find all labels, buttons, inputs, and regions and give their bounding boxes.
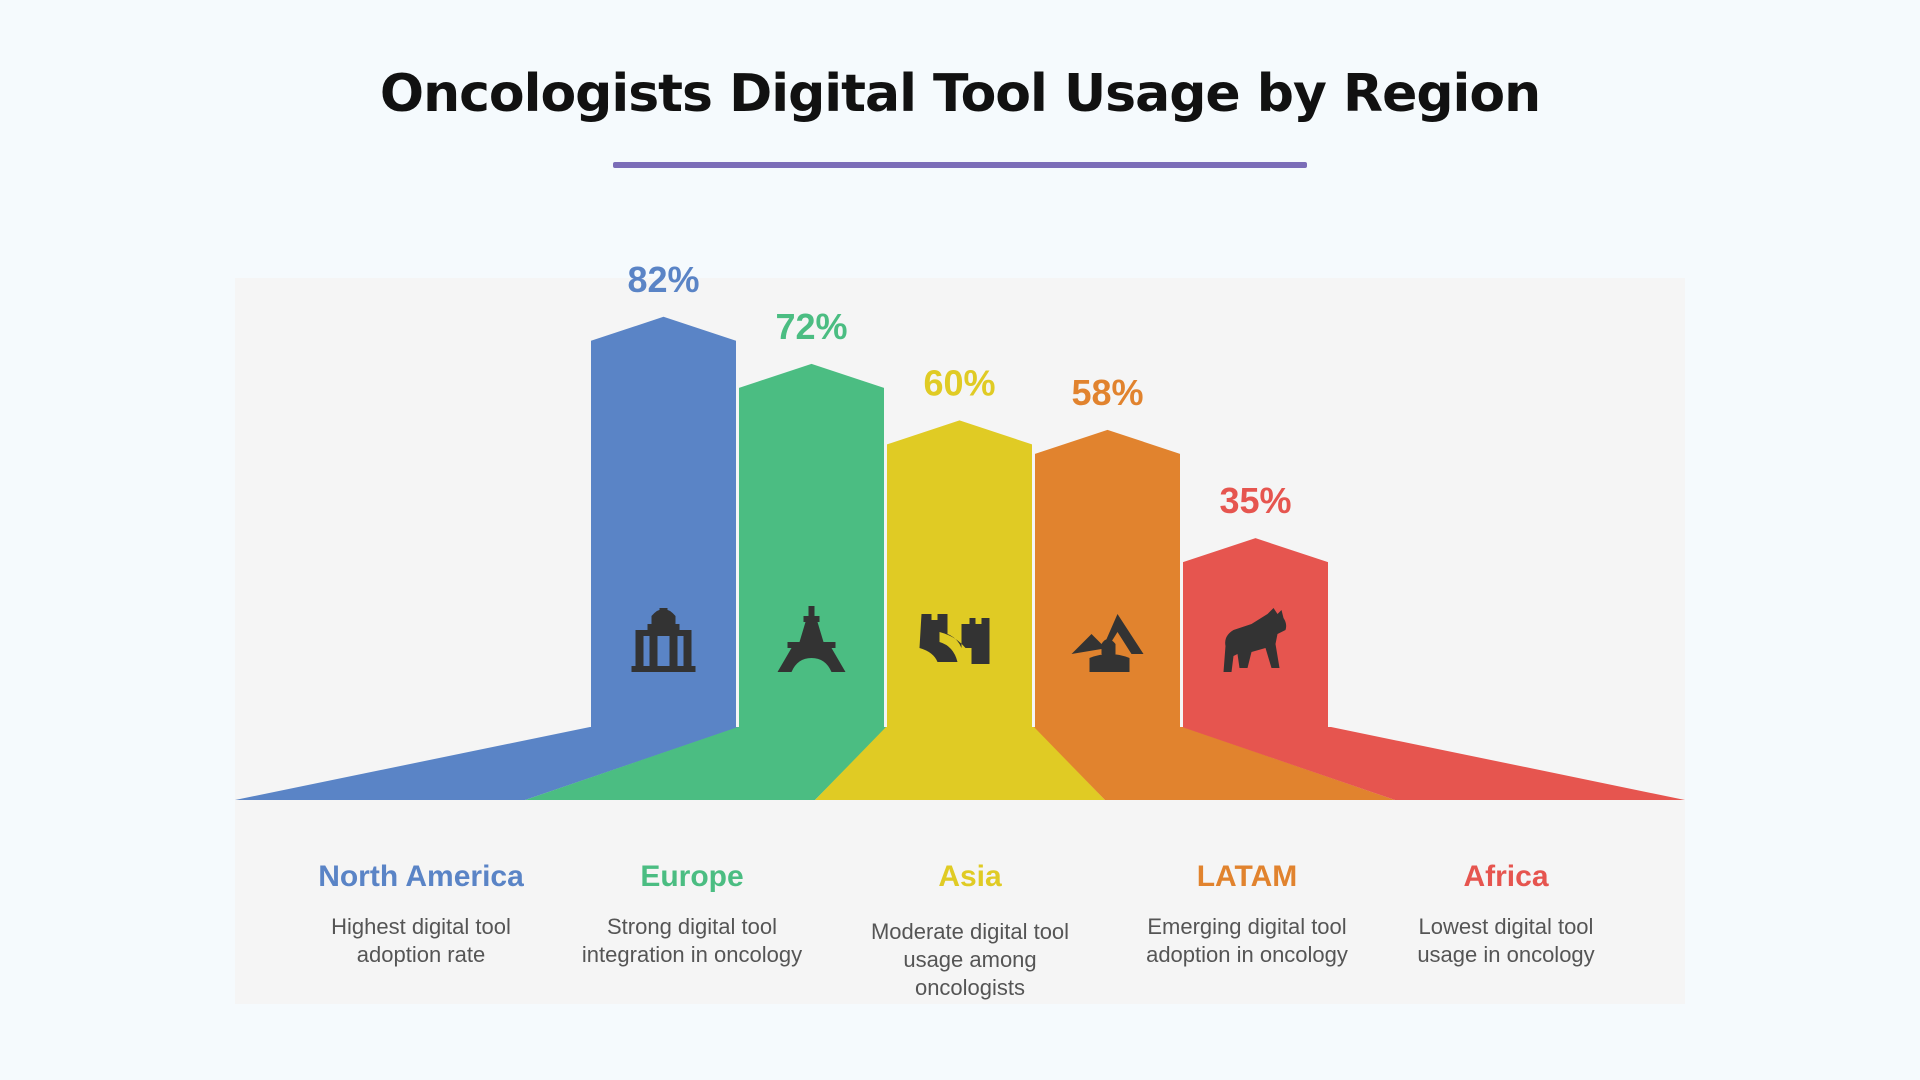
great-wall-icon <box>919 614 990 664</box>
category-description: Lowest digital tool <box>1419 914 1594 939</box>
icon-shape <box>1223 608 1287 672</box>
bar <box>591 316 736 727</box>
chart-title: Oncologists Digital Tool Usage by Region <box>379 64 1541 124</box>
icon-shape <box>919 614 990 664</box>
fan-segment <box>1034 727 1395 800</box>
icon-shape <box>631 608 696 672</box>
category-description: oncologists <box>915 975 1025 1000</box>
hyena-icon <box>1223 608 1287 672</box>
data-label: 60% <box>923 362 995 403</box>
title-underline <box>613 162 1307 168</box>
data-label: 72% <box>775 306 847 347</box>
category-description: integration in oncology <box>582 942 802 967</box>
fan-floor-group <box>235 727 1685 800</box>
fan-segment <box>525 727 887 800</box>
data-label: 35% <box>1219 480 1291 521</box>
bar <box>739 363 884 727</box>
category-label: North America <box>318 860 524 893</box>
category-description: adoption rate <box>357 942 485 967</box>
category-description: Strong digital tool <box>607 914 777 939</box>
data-label: 58% <box>1071 372 1143 413</box>
category-description: Moderate digital tool <box>871 919 1069 944</box>
category-label: Europe <box>640 860 743 893</box>
category-description: Emerging digital tool <box>1147 914 1346 939</box>
bars-group <box>591 316 1328 727</box>
capitol-building-icon <box>631 608 696 672</box>
eiffel-tower-icon <box>777 606 846 672</box>
category-description: usage in oncology <box>1417 942 1594 967</box>
category-description: adoption in oncology <box>1146 942 1348 967</box>
category-label: Asia <box>938 860 1002 893</box>
bar <box>1035 429 1180 727</box>
category-label: LATAM <box>1197 860 1298 893</box>
data-label: 82% <box>627 259 699 300</box>
fan-segment <box>1182 727 1685 800</box>
icon-shape <box>777 606 846 672</box>
category-description: Highest digital tool <box>331 914 511 939</box>
icons-group <box>631 606 1287 672</box>
category-description: usage among <box>903 947 1036 972</box>
labels-group: 82% 72% 60% 58% 35% North America Highest digi… <box>318 259 1594 1000</box>
category-label: Africa <box>1463 860 1548 893</box>
fan-segment <box>815 727 1105 800</box>
icon-shape <box>1071 614 1144 672</box>
bar <box>887 420 1032 727</box>
fan-segment <box>235 727 739 800</box>
pyramids-sphinx-icon <box>1071 614 1144 672</box>
